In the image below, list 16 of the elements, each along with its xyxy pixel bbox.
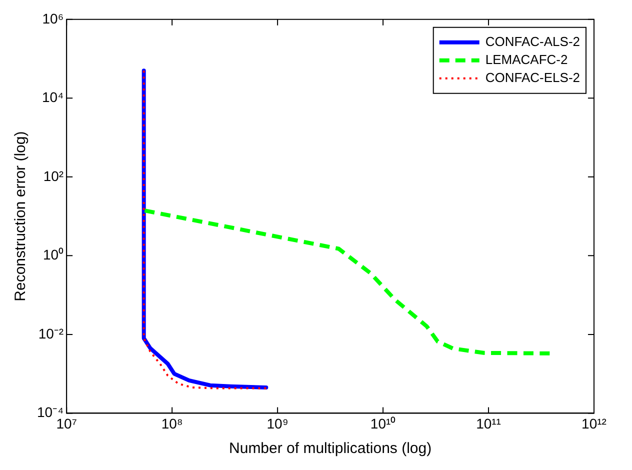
legend-label: LEMACAFC-2	[485, 52, 568, 67]
x-tick-label: 10⁷	[56, 415, 77, 432]
y-tick-label: 10²	[43, 168, 64, 184]
x-axis-title: Number of multiplications (log)	[229, 440, 432, 458]
y-tick-label: 10⁻²	[38, 325, 64, 342]
x-tick-label: 10⁹	[266, 415, 288, 432]
x-tick-label: 10¹¹	[476, 415, 502, 432]
legend-label: CONFAC-ALS-2	[485, 34, 580, 49]
y-tick-label: 10⁰	[43, 246, 64, 263]
x-tick-label: 10¹²	[582, 415, 607, 432]
legend-label: CONFAC-ELS-2	[485, 70, 580, 85]
y-tick-label: 10⁴	[42, 89, 64, 106]
y-tick-label: 10⁶	[42, 10, 64, 26]
x-tick-label: 10⁸	[161, 415, 183, 432]
y-axis-title: Reconstruction error (log)	[12, 131, 30, 302]
x-tick-label: 10¹⁰	[370, 415, 396, 432]
